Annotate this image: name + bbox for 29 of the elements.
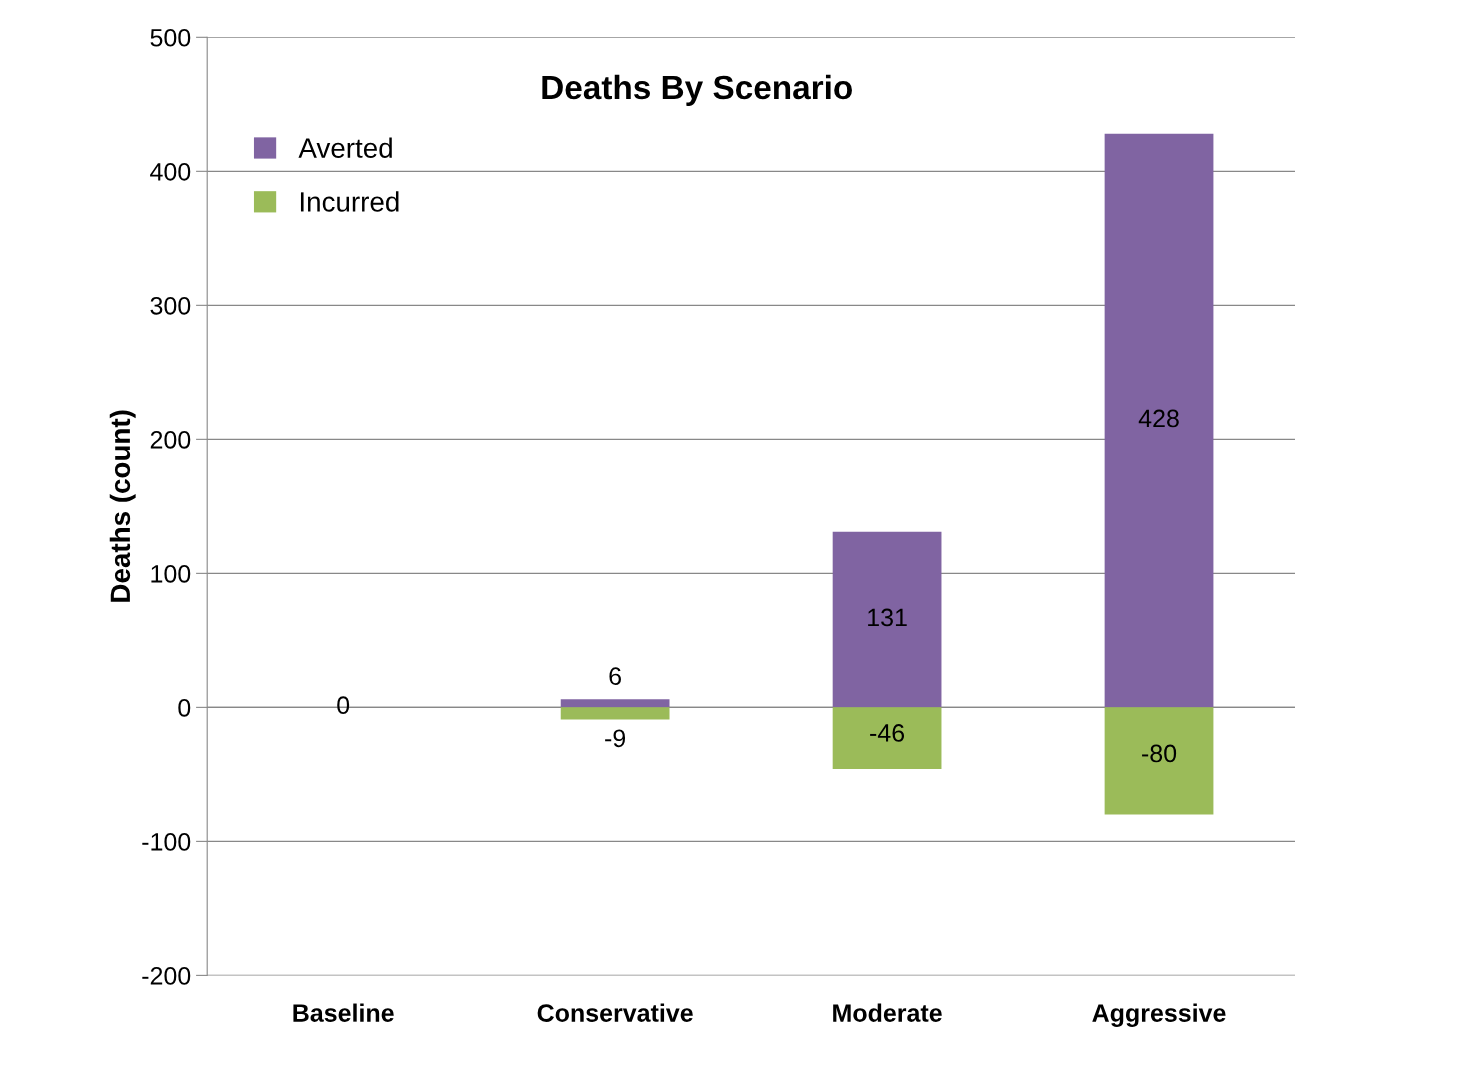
- y-tick-label: 200: [150, 430, 191, 449]
- legend-label: Incurred: [300, 191, 399, 212]
- bar: [560, 699, 670, 708]
- x-tick-label: Conservative: [537, 1003, 693, 1022]
- data-label: 428: [1138, 409, 1179, 428]
- y-tick-label: 100: [151, 564, 191, 583]
- bar: [832, 707, 942, 770]
- legend-label: Averted: [298, 137, 392, 158]
- y-tick-label: -200: [142, 966, 191, 985]
- x-tick-label: Baseline: [293, 1003, 394, 1022]
- bar: [1104, 707, 1214, 815]
- bar: [832, 531, 942, 708]
- bar: [1104, 133, 1214, 708]
- y-tick-label: -100: [142, 832, 191, 851]
- text: Deaths By Scenario: [542, 74, 852, 106]
- y-axis-title: Deaths (count): [109, 410, 136, 602]
- data-label: 131: [868, 608, 907, 627]
- data-label: -80: [1142, 744, 1177, 763]
- y-tick-label: 500: [150, 28, 191, 47]
- x-tick-label: Moderate: [833, 1003, 942, 1022]
- y-tick-label: 400: [150, 162, 191, 181]
- y-tick-label: 0: [178, 698, 191, 717]
- y-tick-label: 300: [150, 296, 191, 315]
- data-label: -9: [605, 729, 626, 748]
- bar: [560, 707, 670, 720]
- data-label: 0: [337, 696, 350, 715]
- data-label: -46: [870, 724, 905, 742]
- x-tick-label: Aggressive: [1092, 1003, 1226, 1027]
- data-label: 6: [609, 667, 621, 685]
